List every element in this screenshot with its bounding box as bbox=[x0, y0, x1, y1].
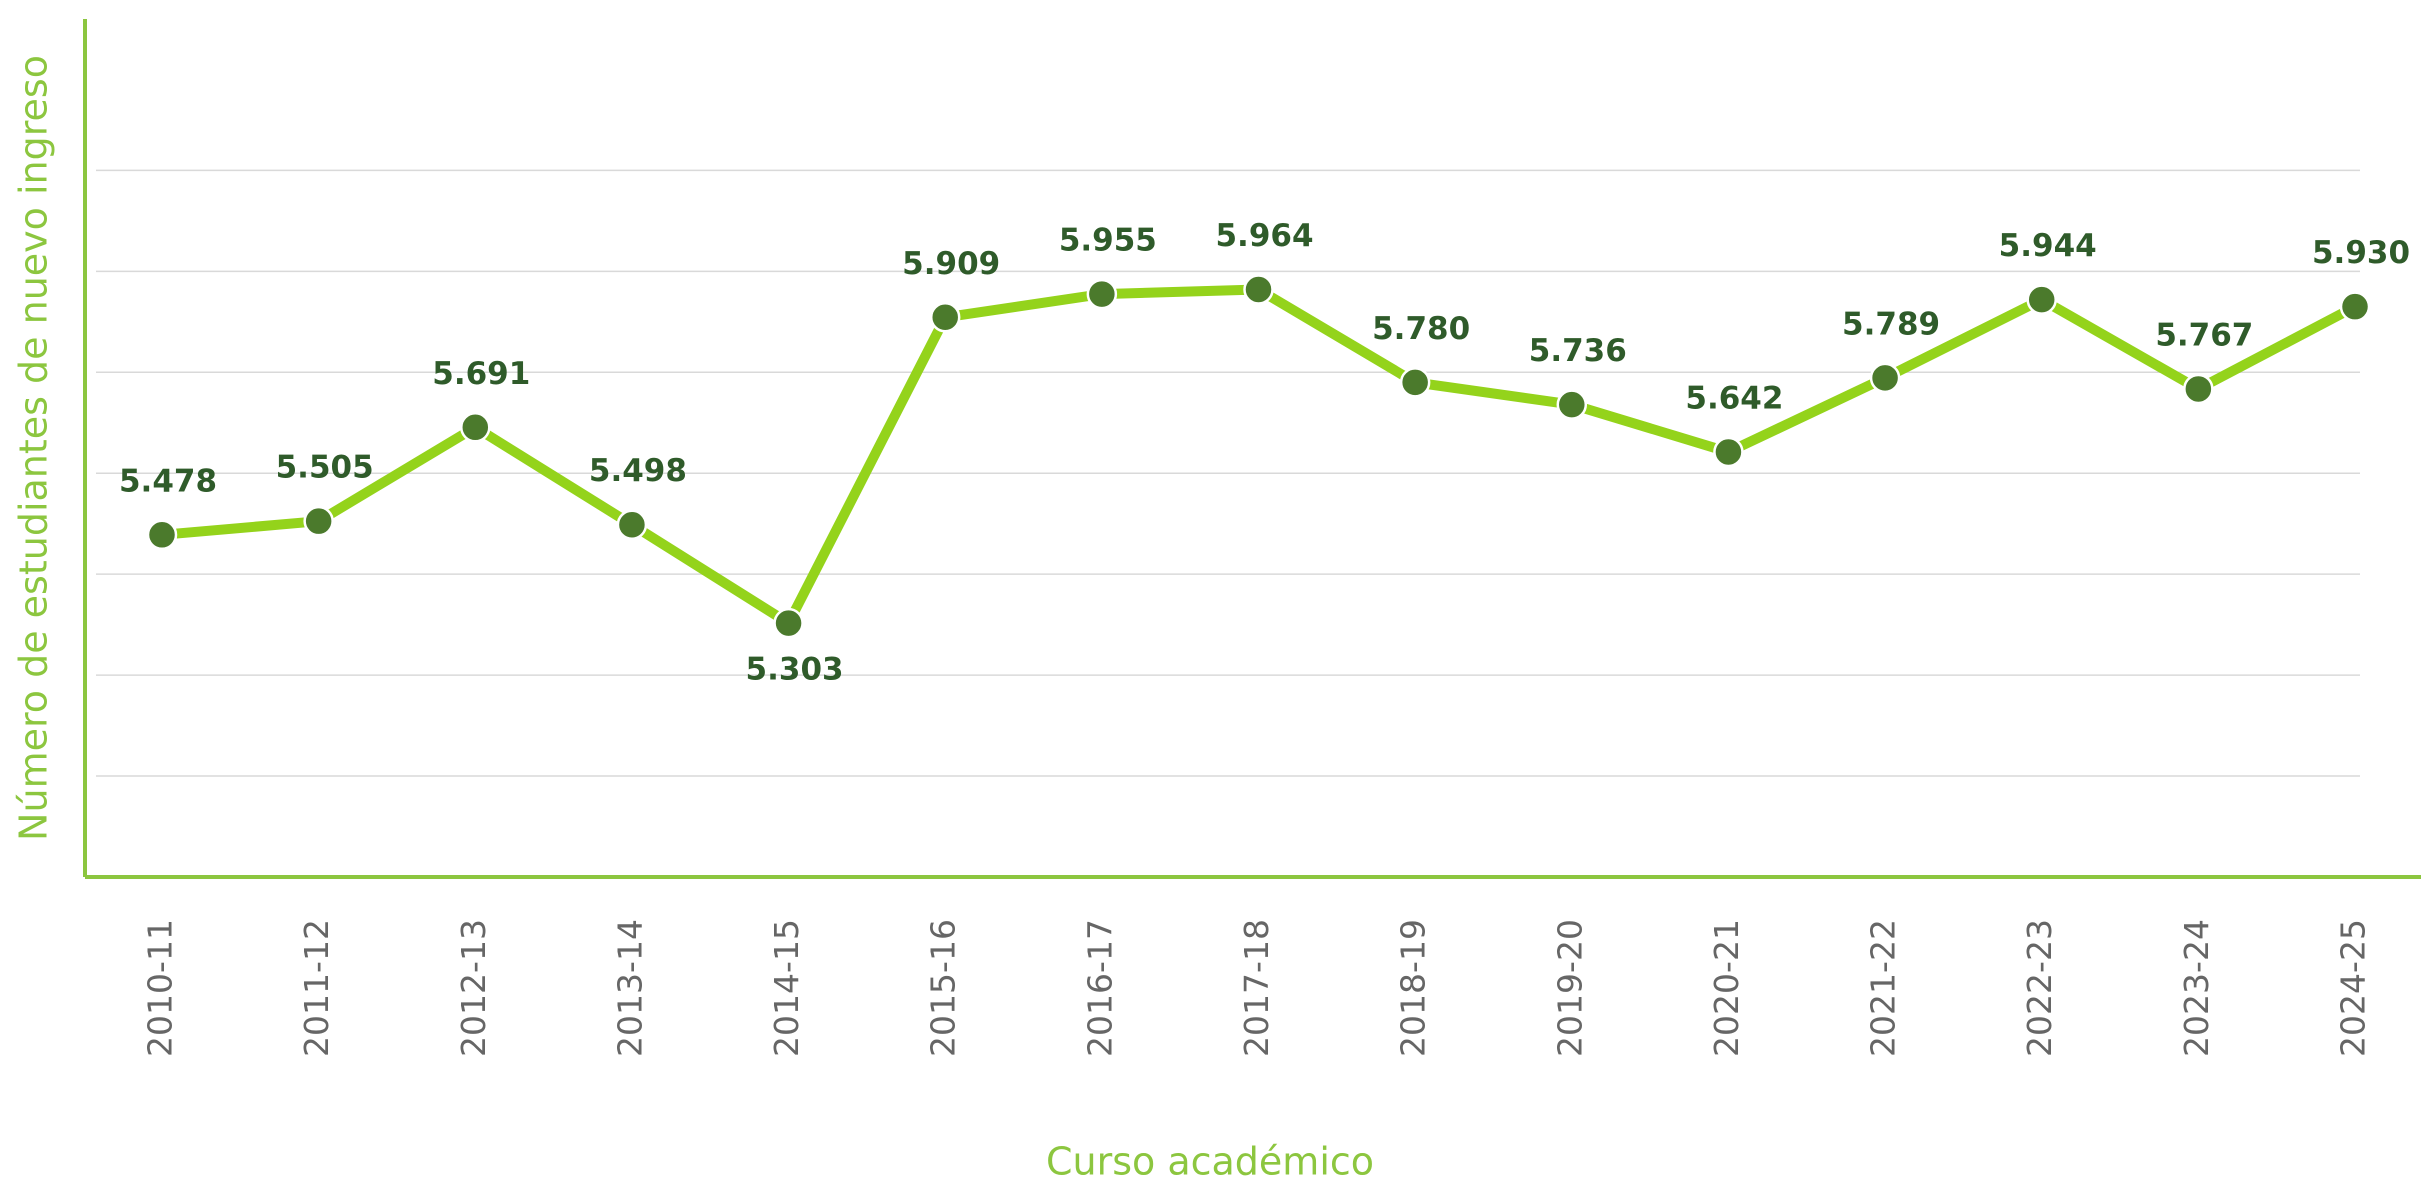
data-label: 5.767 bbox=[2155, 317, 2253, 353]
data-point bbox=[2183, 373, 2214, 405]
data-point bbox=[1399, 367, 1431, 398]
x-tick-label: 2018-19 bbox=[1394, 919, 1433, 1057]
x-tick-label: 2010-11 bbox=[141, 919, 180, 1057]
data-point bbox=[303, 505, 334, 537]
data-point bbox=[1243, 274, 1274, 305]
data-label: 5.691 bbox=[432, 356, 530, 392]
data-point bbox=[929, 302, 961, 333]
data-label: 5.955 bbox=[1059, 223, 1157, 259]
y-axis-title: Número de estudiantes de nuevo ingreso bbox=[12, 55, 56, 841]
data-label: 5.478 bbox=[119, 463, 217, 499]
data-label: 5.909 bbox=[902, 246, 1000, 282]
x-tick-label: 2017-18 bbox=[1237, 919, 1276, 1057]
data-label: 5.944 bbox=[1999, 228, 2097, 264]
data-label: 5.930 bbox=[2312, 235, 2410, 271]
data-line bbox=[161, 284, 2358, 629]
data-label: 5.498 bbox=[589, 453, 687, 489]
x-axis-title: Curso académico bbox=[1046, 1140, 1374, 1184]
data-point bbox=[1869, 362, 1901, 394]
x-tick-label: 2021-22 bbox=[1864, 919, 1903, 1057]
data-point bbox=[1713, 436, 1744, 468]
x-tick-label: 2013-14 bbox=[610, 919, 649, 1057]
x-tick-label: 2020-21 bbox=[1707, 919, 1746, 1057]
x-tick-label: 2023-24 bbox=[2177, 919, 2216, 1057]
x-tick-label: 2011-12 bbox=[297, 919, 336, 1057]
data-label: 5.303 bbox=[746, 652, 844, 688]
x-tick-label: 2022-23 bbox=[2020, 919, 2059, 1057]
data-label: 5.964 bbox=[1215, 218, 1313, 254]
data-label: 5.505 bbox=[276, 450, 374, 486]
data-label: 5.642 bbox=[1685, 381, 1783, 417]
data-point bbox=[1086, 278, 1118, 310]
x-tick-label: 2015-16 bbox=[924, 919, 963, 1057]
data-point bbox=[460, 412, 491, 443]
data-point bbox=[1556, 389, 1588, 420]
x-tick-label: 2024-25 bbox=[2334, 919, 2373, 1057]
data-point bbox=[2339, 291, 2371, 322]
x-tick-label: 2019-20 bbox=[1550, 919, 1589, 1057]
data-label: 5.736 bbox=[1529, 333, 1627, 369]
data-point bbox=[2026, 284, 2057, 315]
x-tick-label: 2016-17 bbox=[1080, 919, 1119, 1057]
data-point bbox=[616, 509, 648, 540]
data-label: 5.789 bbox=[1842, 306, 1940, 342]
data-label: 5.780 bbox=[1372, 311, 1470, 347]
x-tick-label: 2014-15 bbox=[767, 919, 806, 1057]
data-point bbox=[146, 519, 178, 551]
data-point bbox=[773, 607, 804, 639]
x-tick-label: 2012-13 bbox=[454, 919, 493, 1057]
